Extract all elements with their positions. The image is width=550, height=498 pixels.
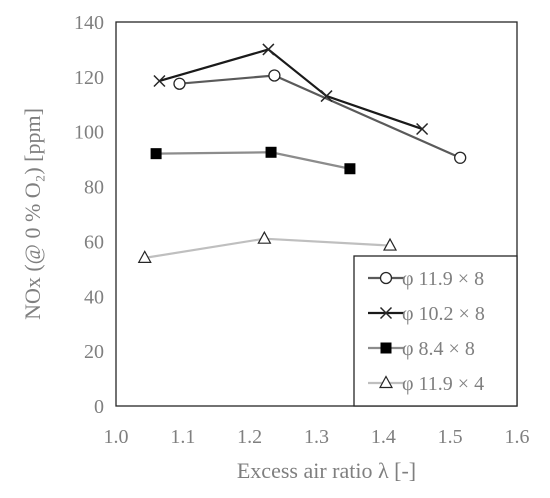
y-tick-label: 0	[94, 396, 104, 418]
plot-border	[115, 21, 518, 407]
series-line	[179, 74, 461, 159]
y-tick-label: 80	[84, 177, 104, 199]
data-point	[137, 250, 152, 263]
series-layer	[137, 43, 467, 263]
y-axis-ticks: 0 20 40 60 80 100 120 140	[74, 12, 104, 418]
x-tick-label: 1.1	[170, 426, 195, 448]
data-point	[150, 148, 162, 160]
series-4	[137, 230, 398, 263]
legend: φ 11.9 × 8 φ 10.2 × 8 φ 8.4 × 8 φ 11.9 × 4	[353, 255, 518, 407]
data-point	[265, 146, 277, 158]
x-tick-label: 1.6	[505, 426, 530, 448]
legend-marker	[379, 306, 393, 320]
data-point	[173, 77, 186, 90]
y-tick-label: 40	[84, 286, 104, 308]
legend-item: φ 11.9 × 4	[368, 373, 484, 395]
y-tick-label: 100	[74, 122, 104, 144]
data-point	[344, 163, 356, 175]
x-tick-label: 1.5	[438, 426, 463, 448]
legend-label: φ 11.9 × 8	[402, 268, 484, 290]
data-point	[153, 74, 166, 88]
plot-area	[115, 21, 518, 407]
legend-item: φ 8.4 × 8	[368, 338, 475, 360]
x-axis-ticks: 1.0 1.1 1.2 1.3 1.4 1.5 1.6	[104, 426, 530, 448]
data-point	[257, 230, 272, 244]
legend-marker	[379, 271, 393, 285]
x-axis-label: Excess air ratio λ [-]	[237, 458, 416, 483]
data-point	[416, 122, 429, 136]
series-1	[173, 69, 467, 164]
x-tick-label: 1.3	[304, 426, 329, 448]
legend-item: φ 11.9 × 8	[368, 268, 484, 290]
y-axis-label: NOx (@ 0 % O₂) [ppm]	[20, 108, 45, 320]
legend-item: φ 10.2 × 8	[368, 303, 485, 325]
data-point	[262, 43, 275, 56]
data-point	[383, 237, 398, 251]
data-point	[454, 151, 467, 164]
series-line	[159, 48, 423, 131]
legend-label: φ 10.2 × 8	[402, 303, 485, 325]
y-tick-label: 20	[84, 341, 104, 363]
legend-marker	[380, 342, 392, 354]
x-tick-label: 1.2	[237, 426, 262, 448]
x-tick-label: 1.4	[371, 426, 396, 448]
legend-label: φ 11.9 × 4	[402, 373, 484, 395]
y-tick-label: 120	[74, 67, 104, 89]
series-2	[153, 43, 429, 136]
legend-label: φ 8.4 × 8	[402, 338, 475, 360]
data-point	[268, 69, 281, 82]
data-point	[320, 90, 333, 103]
series-3	[150, 146, 356, 175]
legend-marker	[378, 375, 394, 389]
y-tick-label: 140	[74, 12, 104, 34]
series-line	[156, 151, 351, 170]
y-tick-label: 60	[84, 231, 104, 253]
x-tick-label: 1.0	[104, 426, 129, 448]
